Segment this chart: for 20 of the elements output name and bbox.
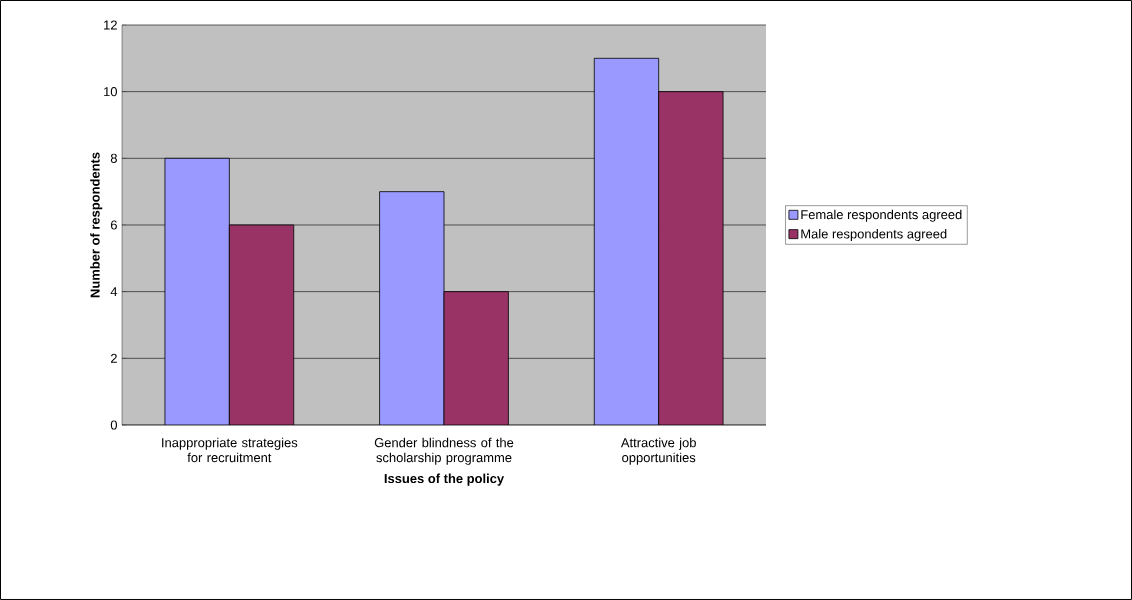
legend-label: Female respondents agreed	[801, 209, 962, 222]
bar	[164, 157, 230, 425]
y-tick-label: 0	[110, 420, 117, 430]
y-tick-label: 10	[104, 87, 117, 97]
bar	[658, 91, 724, 425]
bar	[379, 191, 445, 425]
y-tick-label: 2	[110, 353, 117, 363]
legend-label: Male respondents agreed	[801, 228, 947, 242]
y-tick-label: 12	[104, 20, 117, 30]
y-tick-label: 6	[110, 220, 117, 230]
x-axis-title: Issues of the policy	[384, 473, 505, 486]
bar	[228, 224, 295, 425]
x-tick-label: Gender blindness of the scholarship programme	[374, 437, 514, 465]
y-axis-title: Number of respondents	[90, 152, 103, 298]
y-tick-label: 8	[110, 153, 117, 163]
x-tick-label: Attractive job opportunities	[620, 437, 696, 465]
x-tick-label: Inappropriate strategies for recruitment	[162, 437, 298, 463]
y-tick-label: 4	[110, 287, 118, 297]
bar	[443, 291, 509, 425]
bar	[593, 57, 660, 425]
